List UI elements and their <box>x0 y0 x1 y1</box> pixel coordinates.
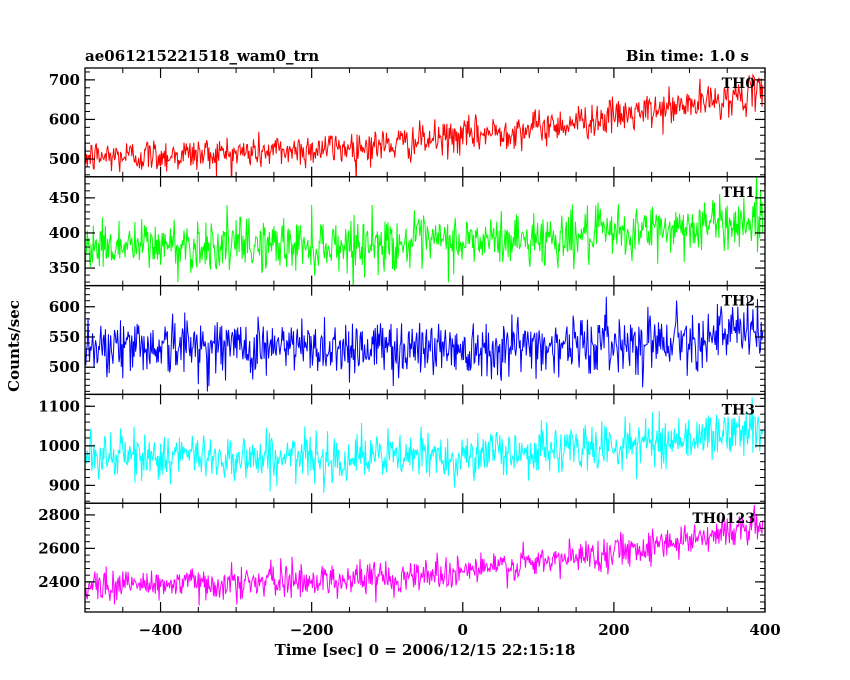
y-tick-label: 550 <box>49 328 80 346</box>
panel-label-th3: TH3 <box>722 402 755 418</box>
x-tick-label: −200 <box>290 621 334 639</box>
y-tick-label: 350 <box>49 259 80 277</box>
series-line-th0123 <box>85 505 764 606</box>
y-tick-label: 600 <box>49 298 80 316</box>
panel-th1: 350 400 450 TH1 <box>49 176 766 287</box>
series-line-th0 <box>85 73 764 177</box>
x-tick-label: 0 <box>458 621 468 639</box>
x-tick-label: −400 <box>139 621 183 639</box>
y-axis-title: Counts/sec <box>5 300 23 392</box>
panel-frame <box>84 502 766 613</box>
panel-label-th2: TH2 <box>722 294 755 310</box>
y-tick-label: 500 <box>49 358 80 376</box>
y-tick-label: 1100 <box>38 397 80 415</box>
series-line-th1 <box>85 176 764 286</box>
panel-label-th0: TH0 <box>722 76 756 92</box>
y-tick-label: 700 <box>49 71 80 89</box>
y-tick-label: 400 <box>49 224 80 242</box>
x-tick-label: 400 <box>749 621 780 639</box>
y-tick-label: 600 <box>49 110 80 128</box>
y-tick-label: 900 <box>49 476 80 494</box>
panel-label-th1: TH1 <box>722 185 755 201</box>
y-tick-label: 2400 <box>38 573 80 591</box>
y-tick-label: 2600 <box>38 539 80 557</box>
panel-th0: 500 600 700 TH0 <box>49 67 766 178</box>
series-line-th3 <box>85 397 764 493</box>
panel-th0123: 2400 2600 2800 TH0123 <box>38 502 766 613</box>
y-tick-label: 2800 <box>38 506 80 524</box>
panel-th3: 900 1000 1100 TH3 <box>38 393 766 504</box>
y-tick-label: 1000 <box>38 437 80 455</box>
y-tick-label: 500 <box>49 150 80 168</box>
bin-time-title: Bin time: 1.0 s <box>626 47 749 65</box>
series-line-th2 <box>85 296 764 392</box>
panel-th2: 500 550 600 TH2 <box>49 284 766 396</box>
x-axis-title: Time [sec] 0 = 2006/12/15 22:15:18 <box>275 641 576 659</box>
panel-label-th0123: TH0123 <box>692 511 755 527</box>
observation-id-title: ae061215221518_wam0_trn <box>85 47 319 65</box>
y-tick-label: 450 <box>49 189 80 207</box>
x-tick-label: 200 <box>598 621 629 639</box>
stacked-panels: 500 600 700 TH0 350 400 450 TH1 500 550 600 TH2 900 1… <box>38 67 781 639</box>
